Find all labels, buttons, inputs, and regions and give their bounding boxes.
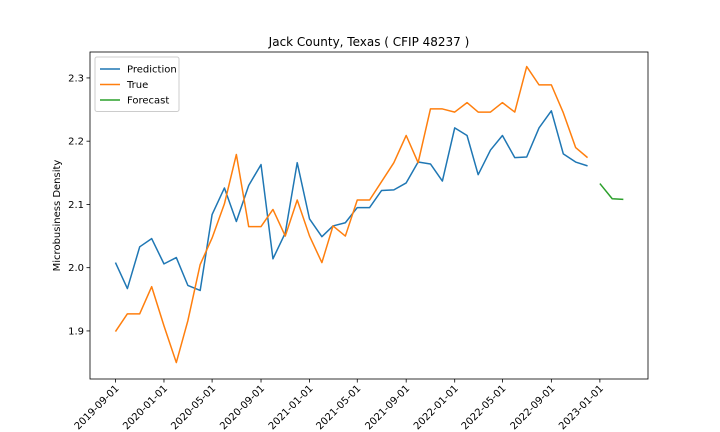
series-line	[599, 183, 624, 201]
legend-label: True	[126, 80, 148, 91]
legend-label: Prediction	[127, 65, 177, 76]
y-tick-label: 2.3	[68, 73, 84, 84]
chart-title: Jack County, Texas ( CFIP 48237 )	[268, 35, 470, 49]
y-tick-label: 1.9	[68, 326, 84, 337]
plot-frame	[89, 51, 649, 380]
y-tick-label: 2.2	[68, 137, 84, 148]
y-tick-label: 2.0	[68, 263, 84, 274]
legend-label: Forecast	[127, 96, 169, 107]
y-axis-label: Microbusiness Density	[52, 160, 63, 272]
y-tick-label: 2.1	[68, 200, 84, 211]
series-line	[114, 110, 588, 292]
series-line	[114, 65, 589, 364]
legend-box	[94, 56, 180, 112]
